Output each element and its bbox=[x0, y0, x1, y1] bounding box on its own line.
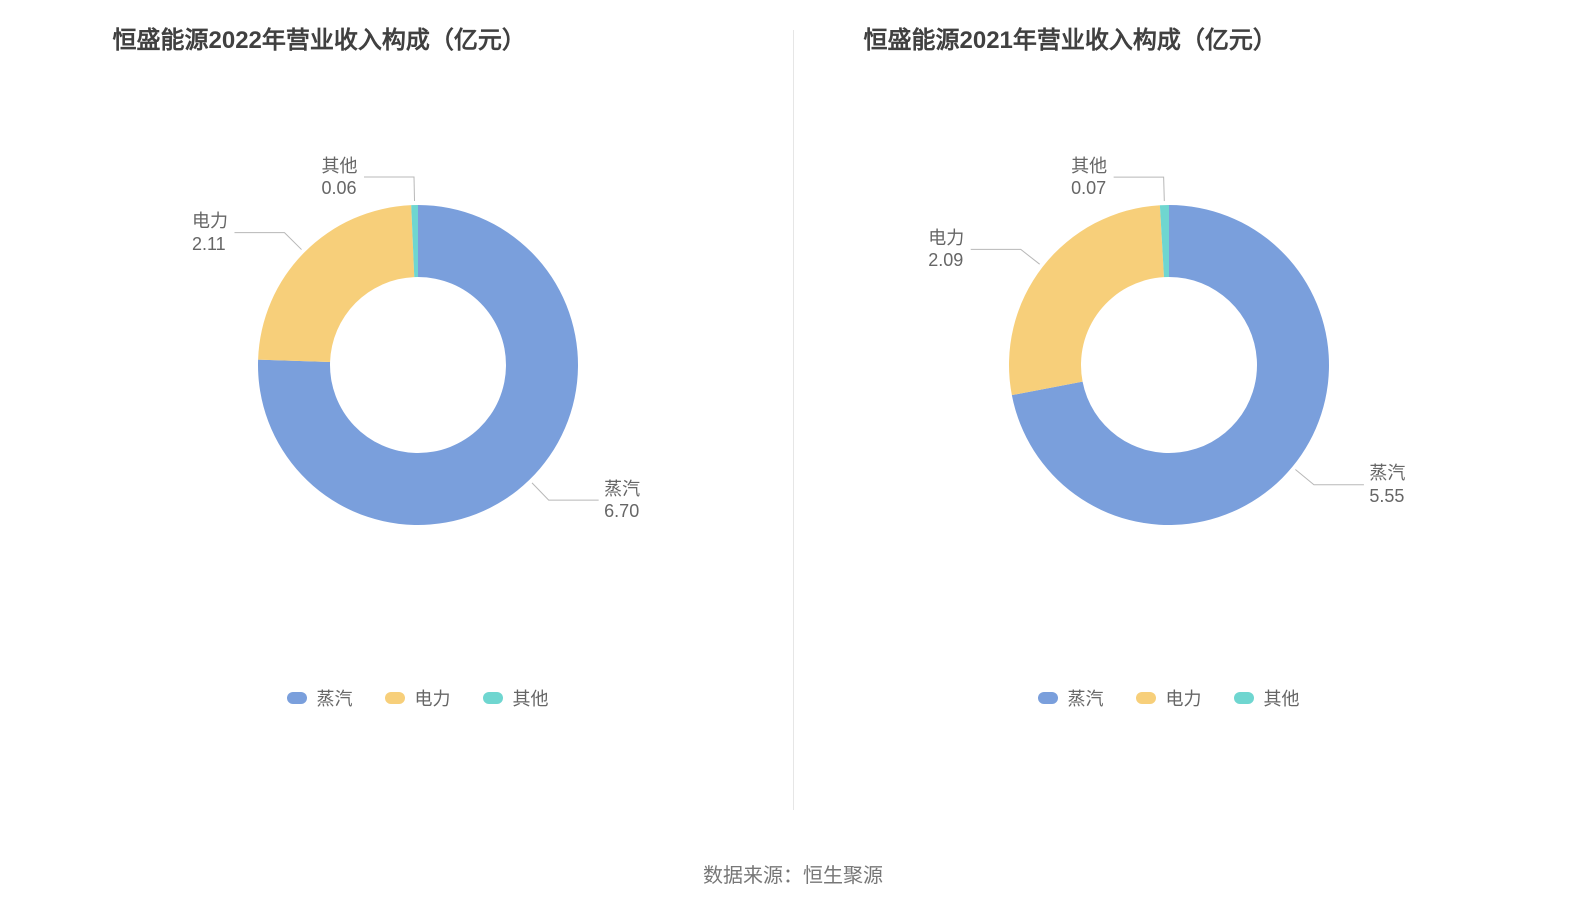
legend-label: 其他 bbox=[513, 685, 549, 711]
legend-2022: 蒸汽 电力 其他 bbox=[43, 685, 793, 711]
donut-chart-2021: 蒸汽5.55电力2.09其他0.07 bbox=[794, 85, 1544, 645]
legend-swatch bbox=[287, 692, 307, 704]
donut-svg bbox=[794, 85, 1544, 645]
legend-item: 蒸汽 bbox=[1038, 685, 1104, 711]
legend-label: 电力 bbox=[415, 685, 451, 711]
chart-title: 恒盛能源2021年营业收入构成（亿元） bbox=[794, 20, 1544, 55]
legend-item: 蒸汽 bbox=[287, 685, 353, 711]
legend-2021: 蒸汽 电力 其他 bbox=[794, 685, 1544, 711]
leader-line bbox=[531, 483, 598, 500]
leader-line bbox=[234, 233, 301, 250]
donut-svg bbox=[43, 85, 793, 645]
legend-item: 其他 bbox=[483, 685, 549, 711]
legend-label: 蒸汽 bbox=[317, 685, 353, 711]
legend-swatch bbox=[385, 692, 405, 704]
legend-swatch bbox=[1136, 692, 1156, 704]
leader-line bbox=[1295, 469, 1363, 484]
legend-item: 电力 bbox=[385, 685, 451, 711]
chart-panel-2021: 恒盛能源2021年营业收入构成（亿元） 蒸汽5.55电力2.09其他0.07 蒸… bbox=[794, 20, 1544, 711]
legend-swatch bbox=[1038, 692, 1058, 704]
page: 恒盛能源2022年营业收入构成（亿元） 蒸汽6.70电力2.11其他0.06 蒸… bbox=[0, 0, 1586, 918]
leader-line bbox=[364, 177, 415, 201]
legend-item: 其他 bbox=[1234, 685, 1300, 711]
donut-slice bbox=[258, 205, 414, 362]
legend-label: 电力 bbox=[1166, 685, 1202, 711]
leader-line bbox=[1113, 177, 1164, 201]
legend-item: 电力 bbox=[1136, 685, 1202, 711]
donut-slice bbox=[1009, 205, 1164, 395]
legend-label: 其他 bbox=[1264, 685, 1300, 711]
legend-swatch bbox=[1234, 692, 1254, 704]
leader-line bbox=[970, 249, 1039, 264]
legend-label: 蒸汽 bbox=[1068, 685, 1104, 711]
data-source-label: 数据来源：恒生聚源 bbox=[0, 859, 1586, 888]
charts-row: 恒盛能源2022年营业收入构成（亿元） 蒸汽6.70电力2.11其他0.06 蒸… bbox=[0, 0, 1586, 810]
chart-panel-2022: 恒盛能源2022年营业收入构成（亿元） 蒸汽6.70电力2.11其他0.06 蒸… bbox=[43, 20, 793, 711]
chart-title: 恒盛能源2022年营业收入构成（亿元） bbox=[43, 20, 793, 55]
donut-chart-2022: 蒸汽6.70电力2.11其他0.06 bbox=[43, 85, 793, 645]
legend-swatch bbox=[483, 692, 503, 704]
